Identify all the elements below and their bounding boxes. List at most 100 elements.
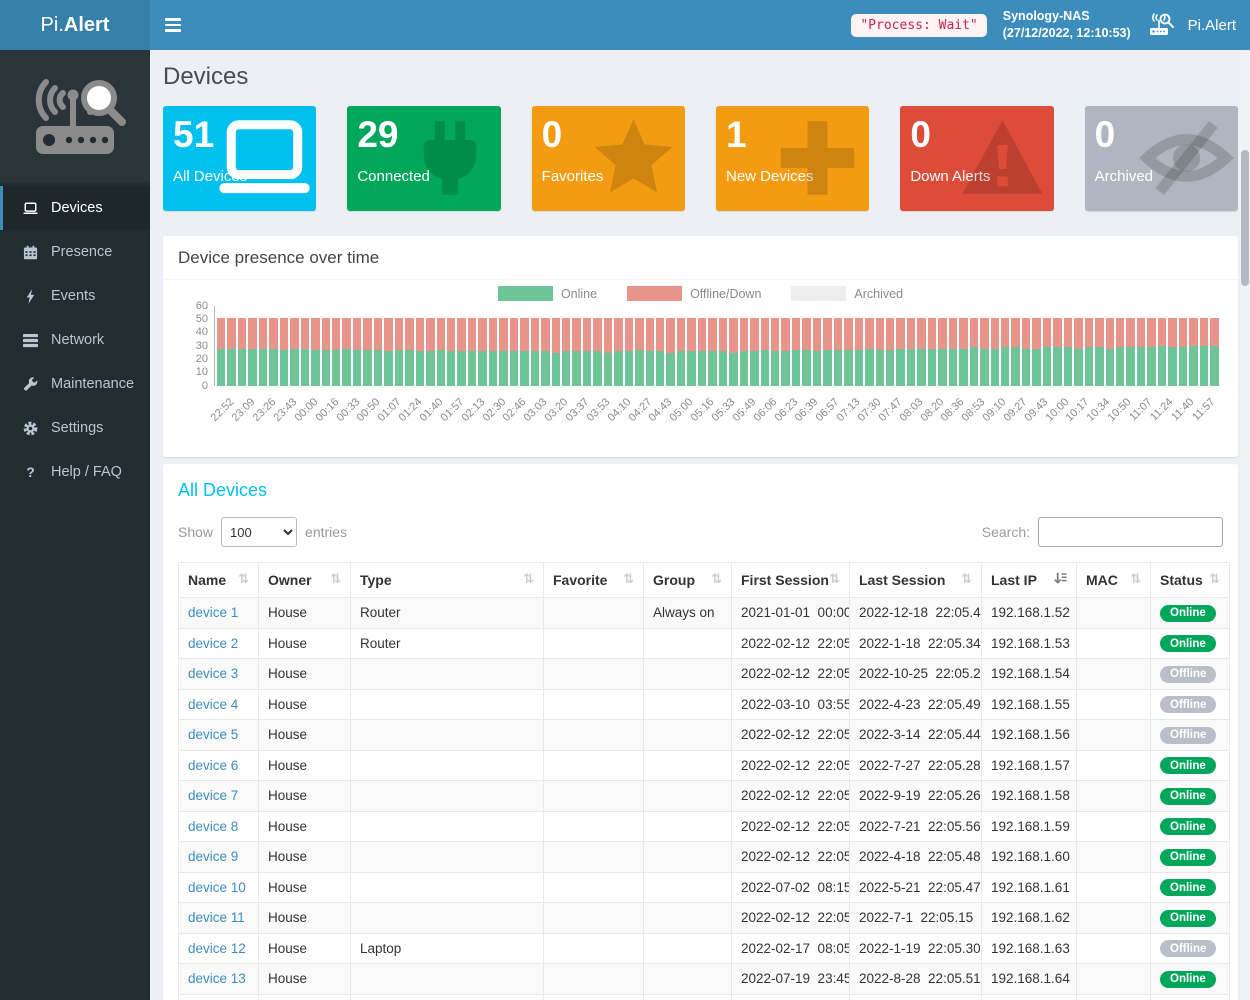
col-header-last-ip[interactable]: Last IP bbox=[981, 562, 1077, 598]
cell-owner: House bbox=[258, 597, 351, 629]
cell-first-session: 2022-02-12 22:05 bbox=[731, 658, 850, 690]
sidebar-item-network[interactable]: Network bbox=[0, 318, 150, 362]
chart-bar bbox=[499, 318, 508, 386]
card-all-devices[interactable]: 51 All Devices bbox=[163, 106, 317, 211]
device-link[interactable]: device 6 bbox=[188, 757, 239, 773]
cell-status: Online bbox=[1150, 627, 1230, 659]
card-down-alerts[interactable]: 0 Down Alerts bbox=[900, 106, 1054, 211]
chart-bar bbox=[771, 318, 780, 386]
brand-logo[interactable]: Pi. Alert bbox=[0, 0, 150, 50]
device-link[interactable]: device 2 bbox=[188, 635, 239, 651]
cell-name: device 9 bbox=[178, 841, 259, 873]
summary-cards: 51 All Devices 29 Connected 0 Favorites 1 New D… bbox=[163, 106, 1238, 211]
sidebar-item-maintenance[interactable]: Maintenance bbox=[0, 362, 150, 406]
sort-icon: ⇅ bbox=[1130, 572, 1141, 587]
device-link[interactable]: device 9 bbox=[188, 849, 239, 865]
device-link[interactable]: device 3 bbox=[188, 666, 239, 682]
hamburger-icon[interactable] bbox=[150, 0, 196, 50]
cell-group: Always on bbox=[643, 597, 732, 629]
chart-bar bbox=[1063, 318, 1073, 386]
col-header-owner[interactable]: ⇅ Owner bbox=[258, 562, 351, 598]
page-length-control: Show 100 entries bbox=[178, 517, 347, 547]
col-header-label: Group bbox=[653, 572, 695, 588]
device-link[interactable]: device 12 bbox=[188, 940, 246, 956]
scrollbar-thumb[interactable] bbox=[1241, 150, 1249, 286]
device-link[interactable]: device 7 bbox=[188, 788, 239, 804]
cell-last-session: 2022-4-23 22:05.49 bbox=[849, 688, 982, 720]
chart-bar bbox=[363, 318, 372, 386]
cell-first-session: 2022-02-12 22:05 bbox=[731, 627, 850, 659]
col-header-favorite[interactable]: ⇅ Favorite bbox=[543, 562, 644, 598]
col-header-name[interactable]: ⇅ Name bbox=[178, 562, 259, 598]
chart-bar bbox=[854, 318, 864, 386]
cell-type: Router bbox=[350, 597, 544, 629]
col-header-group[interactable]: ⇅ Group bbox=[643, 562, 732, 598]
chart-bar bbox=[656, 318, 665, 386]
col-header-status[interactable]: ⇅ Status bbox=[1150, 562, 1230, 598]
cell-first-session: 2022-02-12 22:05 bbox=[731, 780, 850, 812]
chart-bar bbox=[624, 318, 634, 386]
col-header-first-session[interactable]: ⇅ First Session bbox=[731, 562, 850, 598]
device-link[interactable]: device 8 bbox=[188, 818, 239, 834]
chart-bar bbox=[321, 318, 330, 386]
cell-owner: House bbox=[258, 902, 351, 934]
device-link[interactable]: device 11 bbox=[188, 910, 245, 926]
legend-item-online[interactable]: Online bbox=[497, 286, 597, 301]
cell-name: device 13 bbox=[178, 963, 259, 995]
legend-item-offline-down[interactable]: Offline/Down bbox=[627, 286, 761, 301]
navbar-brand-right[interactable]: Pi.Alert bbox=[1147, 12, 1236, 38]
device-link[interactable]: device 4 bbox=[188, 696, 239, 712]
cell-mac bbox=[1076, 841, 1151, 873]
chart-bar bbox=[217, 318, 226, 386]
card-label: New Devices bbox=[725, 167, 814, 185]
chart-bar bbox=[384, 318, 393, 386]
legend-item-archived[interactable]: Archived bbox=[791, 286, 903, 301]
x-tick-label: 11:57 bbox=[1189, 396, 1218, 424]
sidebar-item-help-faq[interactable]: ? Help / FAQ bbox=[0, 450, 150, 494]
col-header-label: Favorite bbox=[553, 572, 608, 588]
cell-first-session: 2022-07-02 08:15 bbox=[731, 871, 850, 903]
cell-mac bbox=[1076, 627, 1151, 659]
cell-last-ip: 192.168.1.54 bbox=[981, 658, 1077, 690]
col-header-type[interactable]: ⇅ Type bbox=[350, 562, 544, 598]
sidebar-item-devices[interactable]: Devices bbox=[0, 186, 150, 230]
cell-last-session: 2022-7-27 22:05.28 bbox=[849, 749, 982, 781]
chart-bar bbox=[917, 318, 926, 386]
host-name: Synology-NAS bbox=[1002, 9, 1090, 24]
device-link[interactable]: device 1 bbox=[188, 605, 239, 621]
chart-bar bbox=[666, 318, 675, 386]
card-archived[interactable]: 0 Archived bbox=[1084, 106, 1238, 211]
sort-icon: ⇅ bbox=[829, 572, 840, 587]
y-tick-60: 60 bbox=[195, 299, 208, 312]
page-length-select[interactable]: 100 bbox=[221, 517, 298, 547]
calendar-icon bbox=[22, 245, 39, 260]
status-badge: Offline bbox=[1160, 726, 1217, 744]
table-row: device 14House 2022-02-12 22:052022-11-22… bbox=[178, 993, 1230, 1000]
x-tick-label: 05:49 bbox=[730, 396, 759, 424]
sidebar-item-label: Network bbox=[51, 332, 105, 348]
legend-swatch bbox=[627, 286, 683, 301]
search-input[interactable] bbox=[1038, 517, 1223, 547]
col-header-mac[interactable]: ⇅ MAC bbox=[1076, 562, 1151, 598]
cell-name: device 14 bbox=[178, 993, 259, 1000]
host-time: (27/12/2022, 12:10:53) bbox=[1002, 26, 1131, 40]
x-tick-label: 05:16 bbox=[688, 396, 717, 424]
card-connected[interactable]: 29 Connected bbox=[347, 106, 501, 211]
sidebar-item-presence[interactable]: Presence bbox=[0, 230, 150, 274]
x-tick-label: 09:27 bbox=[1001, 396, 1030, 424]
cell-mac bbox=[1076, 658, 1151, 690]
device-link[interactable]: device 13 bbox=[188, 971, 246, 987]
card-favorites[interactable]: 0 Favorites bbox=[531, 106, 685, 211]
device-link[interactable]: device 10 bbox=[188, 879, 246, 895]
sidebar-item-settings[interactable]: Settings bbox=[0, 406, 150, 450]
chart-bar bbox=[446, 318, 456, 386]
x-tick-label: 10:34 bbox=[1084, 396, 1113, 424]
chart-bar bbox=[405, 318, 414, 386]
sidebar-item-events[interactable]: Events bbox=[0, 274, 150, 318]
card-new-devices[interactable]: 1 New Devices bbox=[715, 106, 870, 211]
device-link[interactable]: device 5 bbox=[188, 727, 239, 743]
plug-icon bbox=[402, 116, 497, 205]
cell-favorite bbox=[543, 871, 644, 903]
chart-bar bbox=[927, 318, 937, 386]
col-header-last-session[interactable]: ⇅ Last Session bbox=[849, 562, 982, 598]
